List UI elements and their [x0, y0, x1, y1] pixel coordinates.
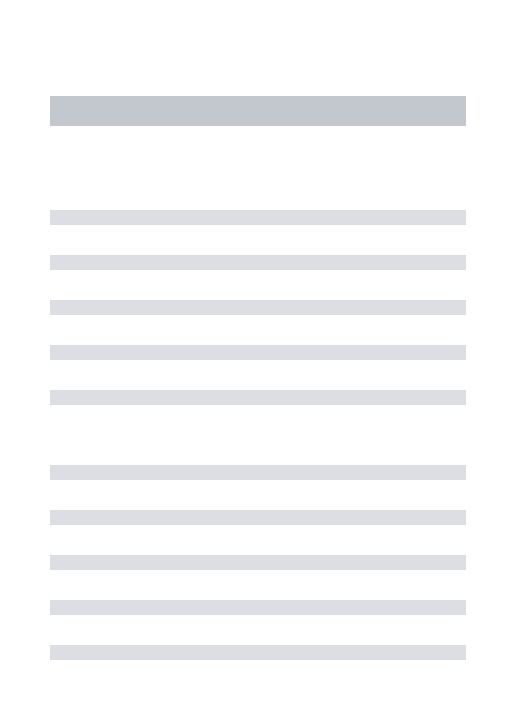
placeholder-line [50, 390, 466, 405]
placeholder-line [50, 600, 466, 615]
placeholder-line [50, 555, 466, 570]
placeholder-line [50, 510, 466, 525]
placeholder-line [50, 255, 466, 270]
placeholder-group [50, 210, 466, 405]
placeholder-group [50, 465, 466, 660]
placeholder-line [50, 300, 466, 315]
header-placeholder [50, 96, 466, 126]
placeholder-line [50, 210, 466, 225]
placeholder-line [50, 465, 466, 480]
placeholder-line [50, 345, 466, 360]
skeleton-container [0, 0, 516, 660]
placeholder-line [50, 645, 466, 660]
